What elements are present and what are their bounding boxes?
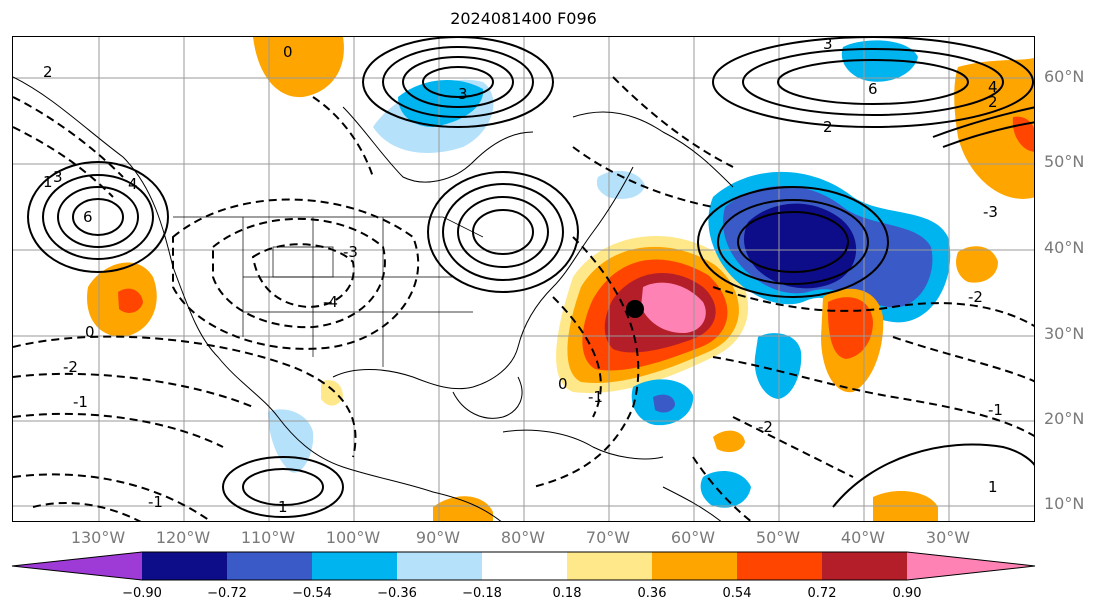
shaded-fields: [87, 37, 1034, 521]
contour-label: -3: [343, 243, 358, 261]
lon-label-70w: 70°W: [585, 528, 631, 547]
pacific-warm-inner: [118, 288, 143, 313]
lat-label-30n: 30°N: [1044, 324, 1085, 343]
contour-label: 4: [988, 78, 998, 96]
positive-contours: [27, 37, 1034, 518]
lon-label-90w: 90°W: [415, 528, 461, 547]
lon-label-130w: 130°W: [70, 528, 126, 547]
lat-label-60n: 60°N: [1044, 67, 1085, 86]
colorbar-tick: −0.36: [377, 586, 417, 601]
map-panel: 0 3 4 2 1 -1 -2 -3 -4 6 0 3 2 1 -1 4 -2 …: [12, 36, 1035, 522]
small-warm-1: [713, 430, 745, 453]
contour-label: -1: [73, 393, 88, 411]
lon-label-120w: 120°W: [155, 528, 211, 547]
lon-label-80w: 80°W: [500, 528, 546, 547]
mid-atlantic-warm-red: [827, 297, 873, 359]
colorbar-bin: [142, 552, 227, 580]
atlantic-warm-pink: [641, 282, 706, 333]
colorbar-bin: [227, 552, 312, 580]
colorbar-tick: 0.72: [807, 586, 837, 601]
gulf-warm-small: [321, 380, 343, 406]
contour-label: 3: [53, 168, 63, 186]
map-svg: 0 3 4 2 1 -1 -2 -3 -4 6 0 3 2 1 -1 4 -2 …: [13, 37, 1034, 521]
coastlines: [13, 76, 734, 521]
contour-label: 3: [823, 37, 833, 53]
colorbar-bin: [567, 552, 652, 580]
contour-label: -1: [148, 493, 163, 511]
lat-label-10n: 10°N: [1044, 494, 1085, 513]
colorbar-tick: −0.54: [292, 586, 332, 601]
canada-warm: [253, 37, 344, 98]
contour-label: 6: [868, 80, 878, 98]
colorbar-tick: 0.18: [552, 586, 582, 601]
contour-label: 1: [43, 173, 53, 191]
contour-label: -4: [323, 293, 338, 311]
colorbar-bin: [822, 552, 907, 580]
lon-label-40w: 40°W: [840, 528, 886, 547]
central-cold: [754, 333, 802, 399]
contour-label: 2: [988, 93, 998, 111]
contour-label: -1: [588, 388, 603, 406]
lon-label-30w: 30°W: [925, 528, 971, 547]
hudson-cold-core: [398, 79, 484, 127]
contour-label: 3: [458, 85, 468, 103]
contour-label: 2: [823, 118, 833, 136]
lon-label-110w: 110°W: [240, 528, 296, 547]
contour-labels: 0 3 4 2 1 -1 -2 -3 -4 6 0 3 2 1 -1 4 -2 …: [43, 37, 1003, 516]
natl-cold-core: [743, 203, 857, 289]
contour-label: 1: [278, 498, 288, 516]
colorbar-tick: 0.36: [637, 586, 667, 601]
contour-label: 0: [283, 43, 293, 61]
contour-label: -1: [988, 401, 1003, 419]
contour-label: 0: [85, 323, 95, 341]
colorbar-tick: −0.90: [122, 586, 162, 601]
small-cold-1: [700, 471, 751, 508]
contour-label: -2: [968, 288, 983, 306]
lat-label-50n: 50°N: [1044, 152, 1085, 171]
lat-label-20n: 20°N: [1044, 409, 1085, 428]
top-right-cold: [841, 40, 918, 82]
south-warm: [433, 496, 493, 521]
colorbar: [11, 551, 1036, 581]
contour-label: -2: [63, 358, 78, 376]
contour-label: -3: [983, 203, 998, 221]
storm-center-marker: [626, 300, 644, 318]
contour-label: 2: [43, 63, 53, 81]
lon-label-60w: 60°W: [670, 528, 716, 547]
lon-label-50w: 50°W: [755, 528, 801, 547]
colorbar-bin: [312, 552, 397, 580]
colorbar-outline: [11, 551, 1036, 581]
contour-label: -2: [758, 418, 773, 436]
borders: [173, 216, 484, 367]
colorbar-bin: [397, 552, 482, 580]
figure-title: 2024081400 F096: [450, 9, 597, 28]
colorbar-bin: [737, 552, 822, 580]
lon-label-100w: 100°W: [325, 528, 381, 547]
colorbar-bin: [652, 552, 737, 580]
colorbar-extend-low: [12, 552, 142, 580]
east-warm: [956, 246, 998, 283]
colorbar-bin: [482, 552, 567, 580]
contour-label: 4: [128, 175, 138, 193]
negative-contours: [13, 76, 1034, 521]
contour-label: 0: [558, 375, 568, 393]
contour-label: 6: [83, 208, 93, 226]
colorbar-tick: −0.18: [462, 586, 502, 601]
colorbar-tick: 0.90: [892, 586, 922, 601]
colorbar-tick: −0.72: [207, 586, 247, 601]
contour-label: 1: [988, 478, 998, 496]
colorbar-extend-high: [907, 552, 1035, 580]
graticule: [13, 37, 1034, 521]
colorbar-tick: 0.54: [722, 586, 752, 601]
south-warm-2: [873, 491, 938, 521]
lat-label-40n: 40°N: [1044, 238, 1085, 257]
mexico-cold: [268, 409, 314, 473]
caribbean-cold-core: [653, 394, 675, 413]
